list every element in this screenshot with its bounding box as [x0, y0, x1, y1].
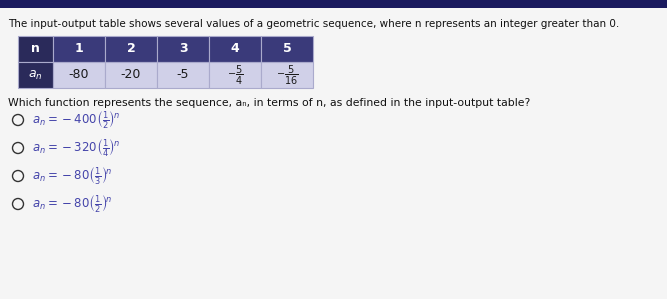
Text: The input-output table shows several values of a geometric sequence, where n rep: The input-output table shows several val…	[8, 19, 619, 29]
Text: Which function represents the sequence, aₙ, in terms of n, as defined in the inp: Which function represents the sequence, …	[8, 98, 530, 108]
Text: $a_n=-400\left(\frac{1}{2}\right)^{\!n}$: $a_n=-400\left(\frac{1}{2}\right)^{\!n}$	[32, 109, 120, 130]
Text: 2: 2	[127, 42, 135, 56]
Text: $a_n=-80\left(\frac{1}{2}\right)^{\!n}$: $a_n=-80\left(\frac{1}{2}\right)^{\!n}$	[32, 193, 113, 214]
Bar	[18, 62, 53, 88]
Text: $a_n$: $a_n$	[28, 68, 43, 82]
Text: $-\dfrac{5}{4}$: $-\dfrac{5}{4}$	[227, 63, 243, 86]
Bar	[105, 62, 157, 88]
Text: -80: -80	[69, 68, 89, 82]
Bar	[18, 36, 53, 62]
Text: 3: 3	[179, 42, 187, 56]
Text: n: n	[31, 42, 40, 56]
Text: -5: -5	[177, 68, 189, 82]
Text: 4: 4	[231, 42, 239, 56]
Text: 1: 1	[75, 42, 83, 56]
Bar	[0, 0, 667, 8]
Text: $a_n=-80\left(\frac{1}{3}\right)^{\!n}$: $a_n=-80\left(\frac{1}{3}\right)^{\!n}$	[32, 166, 113, 187]
Text: $a_n=-320\left(\frac{1}{4}\right)^{\!n}$: $a_n=-320\left(\frac{1}{4}\right)^{\!n}$	[32, 138, 120, 158]
Bar	[53, 62, 105, 88]
Bar	[157, 36, 209, 62]
Text: $-\dfrac{5}{16}$: $-\dfrac{5}{16}$	[275, 63, 298, 86]
Bar	[209, 62, 261, 88]
Bar	[53, 36, 105, 62]
Text: -20: -20	[121, 68, 141, 82]
Bar	[261, 36, 313, 62]
Bar	[209, 36, 261, 62]
Bar	[157, 62, 209, 88]
Bar	[105, 36, 157, 62]
Bar	[261, 62, 313, 88]
Text: 5: 5	[283, 42, 291, 56]
